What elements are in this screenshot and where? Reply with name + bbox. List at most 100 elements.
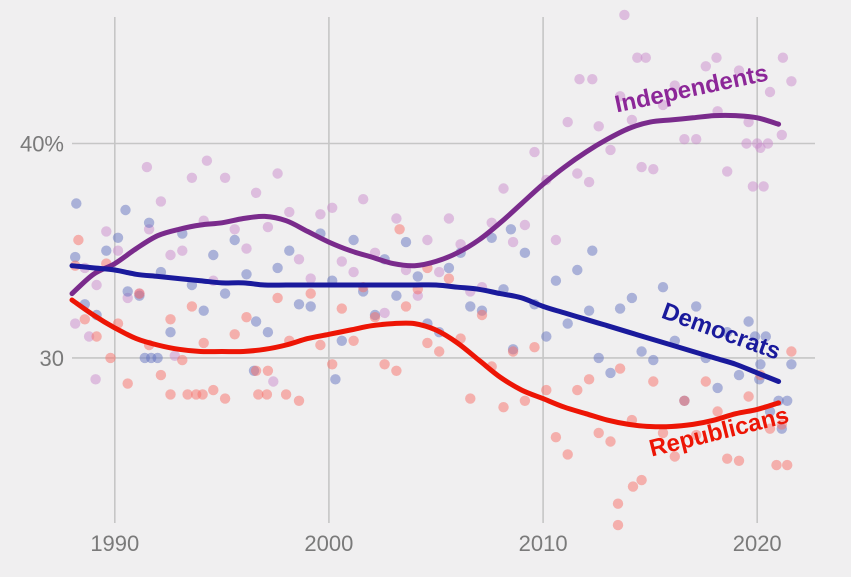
poll-dot-democrats — [262, 327, 274, 338]
y-tick-label: 30 — [40, 346, 64, 371]
poll-dot-republicans — [722, 453, 733, 464]
poll-dot-democrats — [391, 290, 402, 301]
poll-dot-democrats — [293, 299, 305, 310]
poll-dot-republicans — [422, 337, 433, 349]
poll-dot-independents — [177, 245, 188, 256]
poll-dot-independents — [583, 176, 595, 188]
poll-dot-independents — [91, 279, 102, 291]
poll-dot-democrats — [122, 286, 133, 297]
poll-dot-republicans — [369, 312, 381, 323]
poll-dot-democrats — [348, 234, 359, 246]
poll-dot-democrats — [541, 331, 552, 342]
poll-dot-independents — [101, 226, 112, 237]
poll-dot-independents — [219, 172, 231, 183]
poll-dot-independents — [605, 144, 616, 156]
poll-dot-independents — [648, 164, 659, 175]
poll-dot-democrats — [782, 395, 793, 406]
poll-dot-republicans — [562, 449, 573, 460]
poll-dot-independents — [657, 99, 669, 111]
poll-dot-republicans — [253, 389, 264, 400]
poll-dot-republicans — [498, 402, 509, 413]
poll-dot-democrats — [626, 292, 638, 304]
poll-dot-democrats — [587, 245, 598, 256]
poll-dot-independents — [391, 213, 402, 224]
poll-dot-republicans — [771, 459, 782, 471]
poll-dot-republicans — [379, 359, 390, 370]
poll-dot-republicans — [529, 342, 540, 353]
poll-dot-democrats — [208, 249, 219, 261]
poll-dot-republicans — [177, 354, 188, 366]
gridlines — [72, 17, 815, 523]
poll-dot-republicans — [250, 365, 262, 376]
poll-dot-republicans — [519, 395, 531, 406]
poll-dot-democrats — [336, 335, 347, 346]
poll-dot-republicans — [434, 346, 445, 357]
poll-dot-republicans — [541, 384, 552, 396]
poll-dot-democrats — [143, 217, 155, 228]
poll-dot-republicans — [712, 406, 723, 417]
poll-dot-independents — [640, 52, 651, 63]
poll-dot-republicans — [315, 339, 326, 351]
poll-dot-republicans — [165, 314, 176, 325]
poll-dot-republicans — [583, 374, 595, 385]
poll-dot-democrats — [272, 262, 283, 274]
poll-dot-independents — [762, 138, 774, 149]
poll-dot-democrats — [657, 282, 669, 293]
poll-dot-democrats — [593, 352, 604, 364]
poll-dot-independents — [550, 234, 562, 246]
poll-dot-independents — [443, 213, 455, 224]
poll-dot-democrats — [749, 331, 761, 342]
poll-dot-independents — [733, 65, 745, 76]
poll-dot-republicans — [612, 519, 624, 531]
poll-dot-republicans — [348, 335, 359, 346]
poll-dot-independents — [305, 273, 316, 284]
poll-dot-republicans — [261, 389, 273, 400]
poll-dot-republicans — [155, 369, 167, 381]
poll-dot-republicans — [186, 301, 198, 312]
poll-dot-independents — [112, 245, 124, 256]
poll-dot-republicans — [476, 309, 488, 321]
trend-line-democrats — [69, 263, 782, 384]
poll-dot-republicans — [605, 436, 616, 447]
poll-dot-democrats — [550, 275, 562, 286]
poll-dot-independents — [83, 331, 95, 342]
poll-dot-independents — [747, 181, 759, 192]
poll-dot-democrats — [112, 232, 124, 243]
poll-dot-independents — [711, 52, 722, 63]
poll-dot-republicans — [197, 389, 208, 400]
poll-dot-democrats — [722, 327, 733, 338]
poll-dot-republicans — [79, 314, 91, 325]
poll-dot-republicans — [208, 384, 219, 396]
poll-dot-democrats — [572, 264, 583, 276]
poll-dot-independents — [201, 155, 213, 166]
poll-dot-independents — [700, 61, 711, 72]
trend-line-independents — [69, 112, 782, 297]
poll-dot-democrats — [583, 305, 595, 316]
poll-dot-independents — [619, 9, 630, 21]
poll-dot-democrats — [443, 262, 455, 274]
poll-dot-republicans — [786, 346, 797, 357]
poll-dot-democrats — [330, 374, 341, 385]
poll-dot-republicans — [394, 224, 405, 235]
poll-dot-democrats — [152, 352, 163, 364]
poll-dot-independents — [358, 194, 369, 205]
poll-dot-democrats — [198, 305, 209, 316]
poll-dot-republicans — [733, 455, 745, 466]
poll-dot-republicans — [443, 273, 455, 284]
poll-dot-independents — [165, 249, 176, 261]
poll-dot-republicans — [550, 432, 562, 443]
poll-dot-independents — [336, 256, 347, 267]
poll-dot-republicans — [262, 365, 274, 376]
poll-dot-republicans — [782, 459, 793, 471]
poll-dot-republicans — [400, 301, 412, 312]
poll-dot-independents — [764, 86, 776, 98]
poll-dot-republicans — [507, 346, 519, 357]
poll-dot-independents — [614, 91, 626, 102]
poll-dot-independents — [90, 374, 101, 385]
poll-dot-independents — [422, 234, 433, 246]
poll-dot-republicans — [280, 389, 292, 400]
poll-dot-independents — [293, 254, 305, 265]
poll-dot-republicans — [764, 423, 776, 434]
poll-dot-independents — [315, 209, 326, 220]
poll-dot-democrats — [101, 245, 112, 256]
